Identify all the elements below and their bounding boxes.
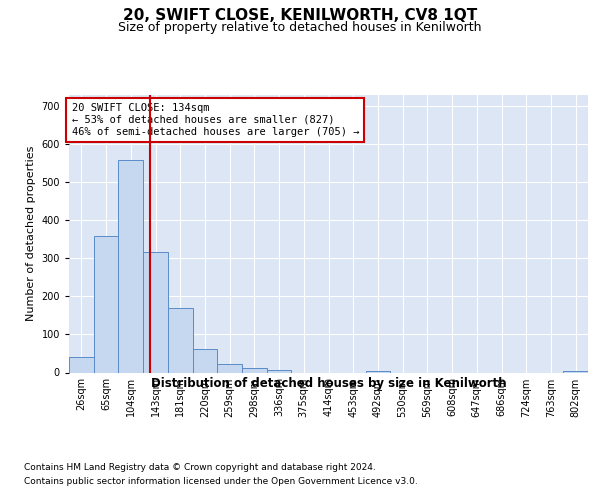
Bar [94, 236, 118, 372]
Y-axis label: Number of detached properties: Number of detached properties [26, 146, 36, 322]
Bar [267, 370, 292, 372]
Text: Size of property relative to detached houses in Kenilworth: Size of property relative to detached ho… [118, 21, 482, 34]
Bar [69, 358, 94, 372]
Bar [242, 368, 267, 372]
Text: Contains public sector information licensed under the Open Government Licence v3: Contains public sector information licen… [24, 478, 418, 486]
Bar [365, 370, 390, 372]
Text: Distribution of detached houses by size in Kenilworth: Distribution of detached houses by size … [151, 378, 506, 390]
Bar [217, 364, 242, 372]
Bar [118, 160, 143, 372]
Bar [143, 252, 168, 372]
Text: 20 SWIFT CLOSE: 134sqm
← 53% of detached houses are smaller (827)
46% of semi-de: 20 SWIFT CLOSE: 134sqm ← 53% of detached… [71, 104, 359, 136]
Text: 20, SWIFT CLOSE, KENILWORTH, CV8 1QT: 20, SWIFT CLOSE, KENILWORTH, CV8 1QT [123, 8, 477, 22]
Bar [563, 370, 588, 372]
Bar [168, 308, 193, 372]
Bar [193, 349, 217, 372]
Text: Contains HM Land Registry data © Crown copyright and database right 2024.: Contains HM Land Registry data © Crown c… [24, 462, 376, 471]
